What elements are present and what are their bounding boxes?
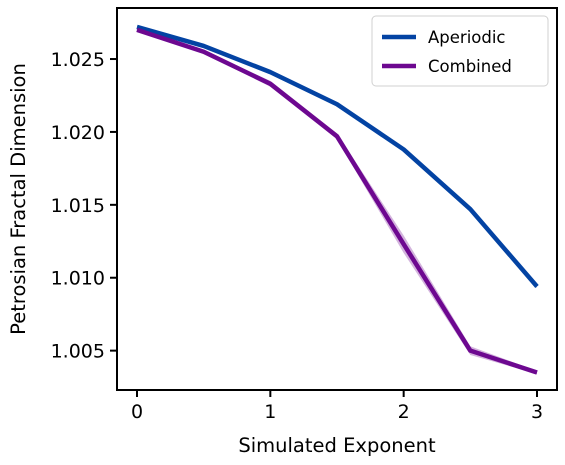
x-axis-label: Simulated Exponent <box>238 434 436 457</box>
x-tick-label: 3 <box>531 401 543 423</box>
series-lines <box>136 24 539 375</box>
y-axis-label: Petrosian Fractal Dimension <box>7 63 30 335</box>
y-tick-label: 1.010 <box>51 268 105 290</box>
x-tick-label: 2 <box>398 401 410 423</box>
x-tick-label: 0 <box>131 401 143 423</box>
y-tick-label: 1.025 <box>51 49 105 71</box>
legend-box <box>371 15 549 87</box>
y-tick-label: 1.005 <box>51 341 105 363</box>
y-tick-label: 1.015 <box>51 195 105 217</box>
legend: Aperiodic Combined <box>371 15 549 87</box>
legend-label-combined: Combined <box>428 57 512 76</box>
series-line-aperiodic <box>136 24 539 288</box>
y-axis: 1.005 1.010 1.015 1.020 1.025 <box>51 49 117 363</box>
x-tick-label: 1 <box>264 401 276 423</box>
plot-frame <box>116 7 558 391</box>
series-line-combined <box>136 27 538 375</box>
y-tick-label: 1.020 <box>51 122 105 144</box>
x-axis: 0 1 2 3 <box>131 390 543 423</box>
legend-label-aperiodic: Aperiodic <box>428 28 506 47</box>
